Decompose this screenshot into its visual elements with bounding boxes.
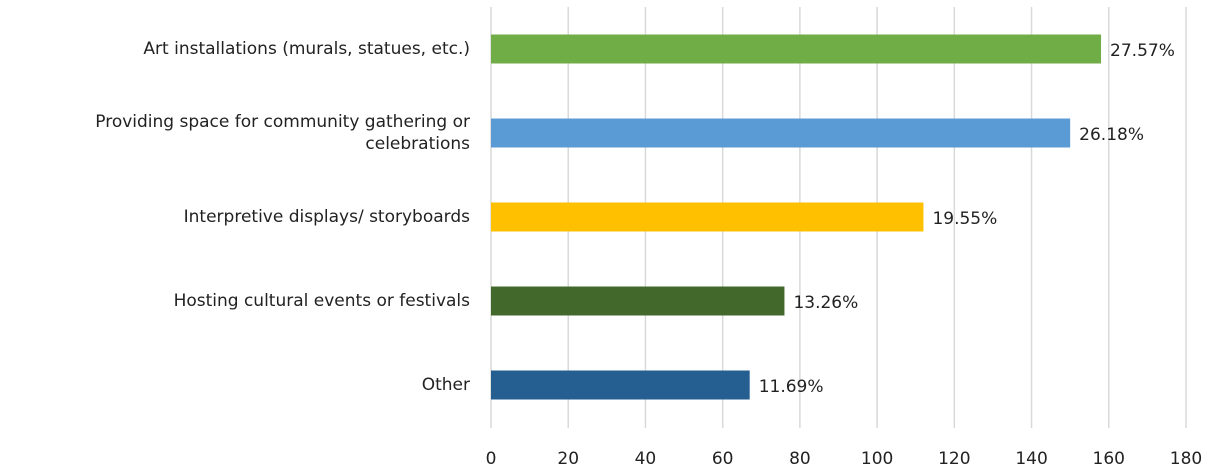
x-tick-label: 120 — [938, 449, 970, 469]
x-tick-label: 160 — [1093, 449, 1125, 469]
bar — [491, 370, 750, 400]
y-tick-label: Providing space for community gathering … — [95, 112, 470, 154]
data-label: 13.26% — [793, 293, 858, 313]
bar — [491, 286, 785, 316]
data-label: 19.55% — [932, 209, 997, 229]
data-label: 27.57% — [1110, 41, 1175, 61]
x-tick-label: 60 — [712, 449, 734, 469]
data-label: 11.69% — [759, 377, 824, 397]
bar — [491, 202, 924, 232]
x-tick-label: 140 — [1015, 449, 1047, 469]
y-tick-label: Art installations (murals, statues, etc.… — [143, 39, 470, 59]
y-tick-label: Interpretive displays/ storyboards — [184, 207, 470, 227]
x-tick-label: 80 — [789, 449, 811, 469]
bar — [491, 118, 1071, 148]
x-tick-label: 100 — [861, 449, 893, 469]
x-tick-label: 40 — [635, 449, 657, 469]
y-tick-label: Hosting cultural events or festivals — [174, 291, 471, 311]
x-tick-label: 20 — [557, 449, 579, 469]
bar — [491, 34, 1102, 64]
x-tick-label: 0 — [486, 449, 497, 469]
y-tick-label: Other — [422, 375, 470, 395]
x-tick-label: 180 — [1170, 449, 1202, 469]
data-label: 26.18% — [1079, 125, 1144, 145]
